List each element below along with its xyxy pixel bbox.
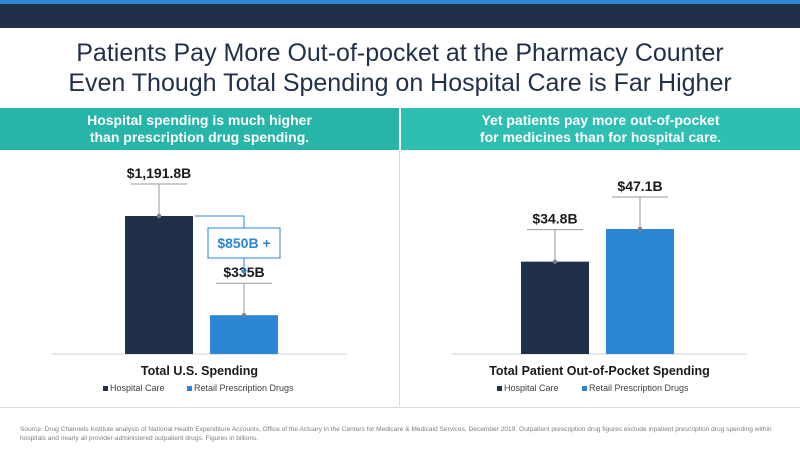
annotation-text: $850B + bbox=[217, 235, 270, 251]
legend-label: Hospital Care bbox=[504, 383, 559, 393]
left-subtitle: Hospital spending is much higher than pr… bbox=[87, 112, 312, 145]
left-subtitle-band: Hospital spending is much higher than pr… bbox=[0, 108, 399, 150]
legend-swatch bbox=[103, 386, 108, 391]
x-axis-label: Total Patient Out-of-Pocket Spending bbox=[489, 364, 710, 378]
bar-hospital-care bbox=[125, 216, 193, 354]
bar-retail-prescription-drugs bbox=[210, 315, 278, 354]
top-accent-stripe bbox=[0, 0, 800, 4]
right-subtitle-band: Yet patients pay more out-of-pocket for … bbox=[401, 108, 800, 150]
top-banner bbox=[0, 0, 800, 28]
legend-swatch bbox=[187, 386, 192, 391]
value-leader-dot bbox=[552, 259, 558, 264]
bar-retail-prescription-drugs bbox=[606, 229, 674, 354]
annotation-connector bbox=[195, 215, 245, 228]
value-leader-dot bbox=[156, 213, 162, 219]
legend-label: Hospital Care bbox=[110, 383, 165, 393]
legend-swatch bbox=[582, 386, 587, 391]
data-label: $47.1B bbox=[617, 178, 662, 194]
source-note: Source: Drug Channels Institute analysis… bbox=[20, 426, 772, 442]
panel-divider bbox=[399, 150, 400, 406]
data-label: $34.8B bbox=[532, 211, 577, 227]
legend-label: Retail Prescription Drugs bbox=[589, 383, 689, 393]
legend-label: Retail Prescription Drugs bbox=[194, 383, 294, 393]
annotation-arrow-head bbox=[241, 270, 247, 275]
title-line-1: Patients Pay More Out-of-pocket at the P… bbox=[76, 39, 724, 67]
right-subtitle: Yet patients pay more out-of-pocket for … bbox=[479, 112, 722, 145]
charts-area: $1,191.8B$335B$850B +Total U.S. Spending… bbox=[52, 165, 747, 393]
legend-swatch bbox=[497, 386, 502, 391]
bar-hospital-care bbox=[521, 261, 589, 354]
x-axis-label: Total U.S. Spending bbox=[141, 364, 258, 378]
footer-divider bbox=[0, 407, 800, 408]
value-leader-dot bbox=[637, 226, 643, 232]
slide-title: Patients Pay More Out-of-pocket at the P… bbox=[0, 38, 800, 98]
title-line-2: Even Though Total Spending on Hospital C… bbox=[68, 69, 732, 97]
value-leader-dot bbox=[241, 313, 247, 318]
data-label: $1,191.8B bbox=[127, 165, 192, 181]
